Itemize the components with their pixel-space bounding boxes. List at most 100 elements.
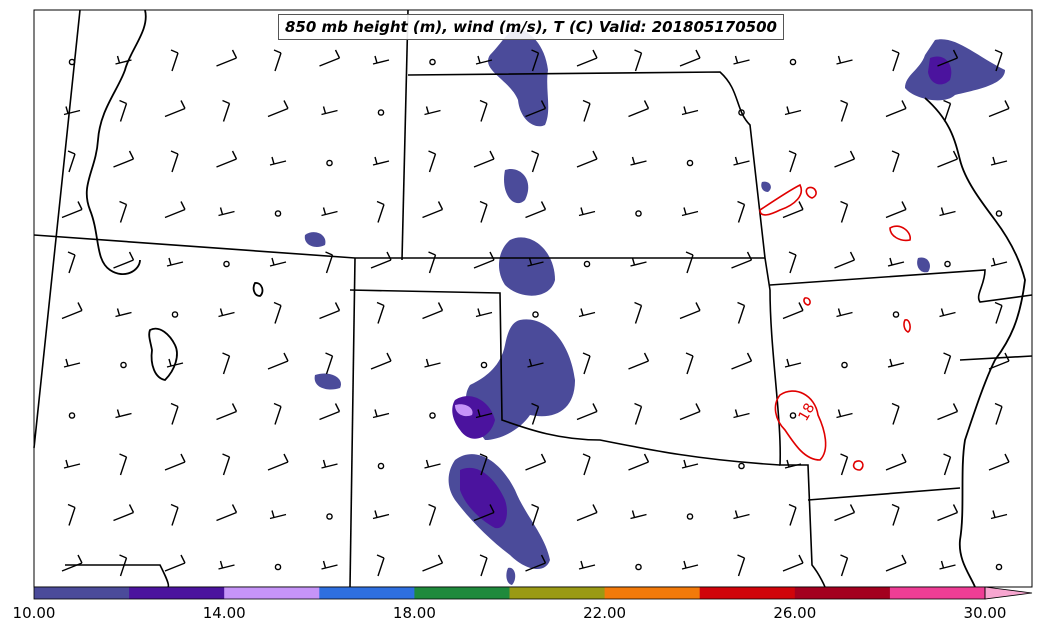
lake-west [148, 327, 178, 381]
wind-barb [164, 554, 186, 572]
wind-barb [681, 560, 699, 570]
wind-barb [679, 403, 701, 421]
wind-barbs [61, 49, 1010, 577]
wind-barb [216, 150, 238, 168]
wind-barb [939, 207, 956, 217]
wind-barb [784, 106, 802, 116]
state-borders [33, 9, 1033, 588]
wind-barb [885, 554, 907, 572]
wind-barb [63, 106, 81, 116]
border-line [65, 564, 170, 588]
wind-barb [325, 251, 334, 274]
wind-barb [113, 504, 135, 522]
wind-barb [737, 554, 746, 577]
contour-line [889, 225, 911, 242]
wind-barb [376, 554, 385, 577]
wind-shade-small-5 [506, 567, 516, 585]
contour-line [852, 460, 864, 471]
wind-barb [525, 453, 547, 471]
wind-barb [576, 49, 598, 67]
wind-barb [170, 150, 179, 173]
wind-barb [119, 99, 128, 122]
wind-barb [891, 402, 900, 425]
wind-shade-light [455, 404, 473, 417]
wind-barb [937, 403, 959, 421]
wind-barb [115, 308, 132, 318]
wind-barb [170, 503, 179, 526]
calm-circle [223, 260, 230, 268]
wind-barb [422, 302, 444, 320]
wind-barb [372, 510, 390, 520]
wind-barb [166, 358, 184, 368]
wind-barb [473, 504, 495, 522]
wind-barb [891, 150, 900, 173]
wind-barb [216, 504, 238, 522]
wind-barb [582, 99, 591, 122]
wind-barb [321, 560, 338, 570]
calm-circle [429, 412, 436, 419]
wind-barb [376, 301, 385, 324]
wind-barb [269, 257, 287, 267]
wind-shade-small-1 [304, 232, 326, 247]
wind-barb [634, 49, 643, 72]
wind-barb [994, 49, 1003, 72]
border-line [764, 257, 826, 588]
calm-circle [944, 260, 951, 268]
wind-barb [840, 554, 849, 577]
calm-circle [841, 361, 848, 369]
calm-circle [635, 210, 642, 217]
wind-barb [784, 358, 802, 368]
wind-barb [943, 352, 952, 375]
wind-barb [737, 200, 746, 223]
wind-barb [782, 302, 804, 320]
wind-barb [319, 403, 341, 421]
wind-shade-south-large [465, 319, 575, 440]
calm-circle [738, 109, 745, 116]
wind-barb [582, 352, 591, 375]
wind-shade-northeast [905, 39, 1005, 101]
calm-circle [171, 311, 179, 318]
wind-barb [531, 402, 540, 425]
colorbar-segment [699, 587, 796, 599]
wind-barb [531, 49, 540, 72]
colorbar [33, 586, 1033, 600]
wind-barb [834, 150, 856, 168]
wind-shade-south-core [460, 467, 507, 529]
wind-shade-mid [504, 169, 529, 204]
calm-circle [326, 513, 333, 520]
contour-line [805, 186, 817, 199]
wind-barb [634, 301, 643, 324]
calm-circle [995, 210, 1003, 217]
wind-barb [836, 55, 853, 65]
wind-barb [840, 99, 849, 122]
wind-barb [170, 402, 179, 425]
temperature-contours [759, 183, 911, 471]
wind-barb [628, 352, 650, 370]
wind-barb [473, 150, 495, 168]
calm-circle [480, 361, 488, 369]
border-line [769, 269, 1033, 303]
wind-barb [582, 453, 591, 476]
wind-barb [788, 150, 797, 173]
wind-barb [61, 554, 83, 572]
wind-barb [115, 409, 132, 419]
wind-shade-small-4 [761, 181, 771, 192]
wind-barb [834, 504, 856, 522]
wind-barb [428, 150, 437, 173]
border-line [401, 9, 409, 261]
wind-barb [267, 100, 289, 118]
border-line [33, 9, 81, 449]
wind-barb [782, 554, 804, 572]
wind-barb [67, 503, 76, 526]
wind-barb [269, 510, 287, 520]
wind-barb [784, 459, 802, 469]
wind-barb [885, 453, 907, 471]
wind-barb [681, 459, 699, 469]
wind-barb [170, 49, 179, 72]
wind-barb [164, 201, 186, 219]
wind-barb [525, 554, 547, 572]
calm-circle [686, 513, 694, 520]
wind-barb [937, 504, 959, 522]
wind-shade-center [498, 237, 555, 296]
wind-barb [988, 100, 1010, 118]
